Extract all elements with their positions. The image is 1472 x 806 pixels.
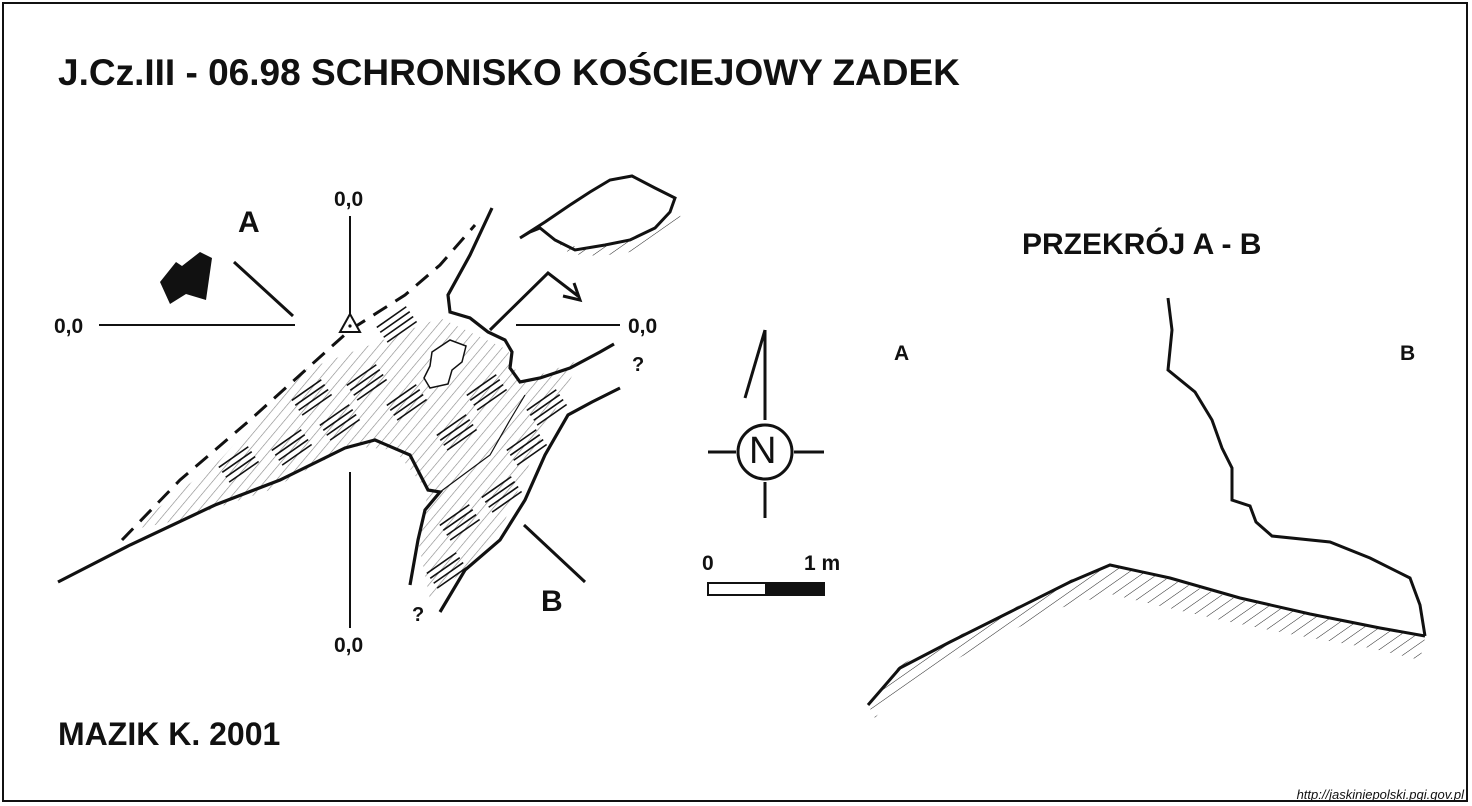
datum-left-label: 0,0 bbox=[54, 315, 84, 338]
section-ceiling-line bbox=[1166, 297, 1427, 637]
section-line-a bbox=[232, 260, 295, 318]
upper-rock-hatching bbox=[555, 205, 682, 256]
page-title: J.Cz.III - 06.98 SCHRONISKO KOŚCIEJOWY Z… bbox=[58, 52, 960, 93]
upper-rock-outline bbox=[519, 174, 677, 252]
scale-bar-graphic bbox=[707, 582, 825, 596]
floor-hatch-clusters bbox=[218, 306, 568, 589]
north-letter: N bbox=[749, 430, 777, 472]
entrance-arrow-icon bbox=[160, 252, 212, 304]
boulder-outline bbox=[423, 339, 467, 389]
section-floor-line bbox=[866, 563, 1426, 706]
unknown-passage-right: ? bbox=[632, 354, 645, 376]
datum-top-label: 0,0 bbox=[334, 188, 364, 211]
cave-wall-lower bbox=[57, 438, 444, 586]
section-end-a-label: A bbox=[894, 342, 910, 365]
cave-step-line bbox=[439, 394, 526, 493]
section-rock-hatching bbox=[868, 565, 1425, 718]
author-credit: MAZIK K. 2001 bbox=[58, 716, 281, 752]
scale-start-label: 0 bbox=[702, 552, 714, 575]
section-line-b bbox=[522, 523, 587, 584]
datum-cross bbox=[99, 216, 620, 628]
datum-right-label: 0,0 bbox=[628, 315, 658, 338]
cave-floor-hatching bbox=[130, 318, 580, 600]
passage-arrow-icon bbox=[488, 271, 583, 332]
section-end-b-label: B bbox=[1400, 342, 1416, 365]
datum-bottom-label: 0,0 bbox=[334, 634, 364, 657]
unknown-passage-bottom: ? bbox=[412, 604, 425, 626]
marker-b-label: B bbox=[541, 585, 563, 618]
survey-station-icon bbox=[338, 311, 362, 333]
cave-wall-upper bbox=[446, 207, 615, 384]
north-arrow-icon bbox=[708, 329, 824, 518]
scale-end-label: 1 m bbox=[804, 552, 841, 575]
source-url: http://jaskiniepolski.pgi.gov.pl bbox=[1296, 787, 1464, 802]
section-title: PRZEKRÓJ A - B bbox=[1022, 228, 1262, 261]
cave-wall-right bbox=[438, 386, 621, 613]
marker-a-label: A bbox=[238, 206, 260, 239]
